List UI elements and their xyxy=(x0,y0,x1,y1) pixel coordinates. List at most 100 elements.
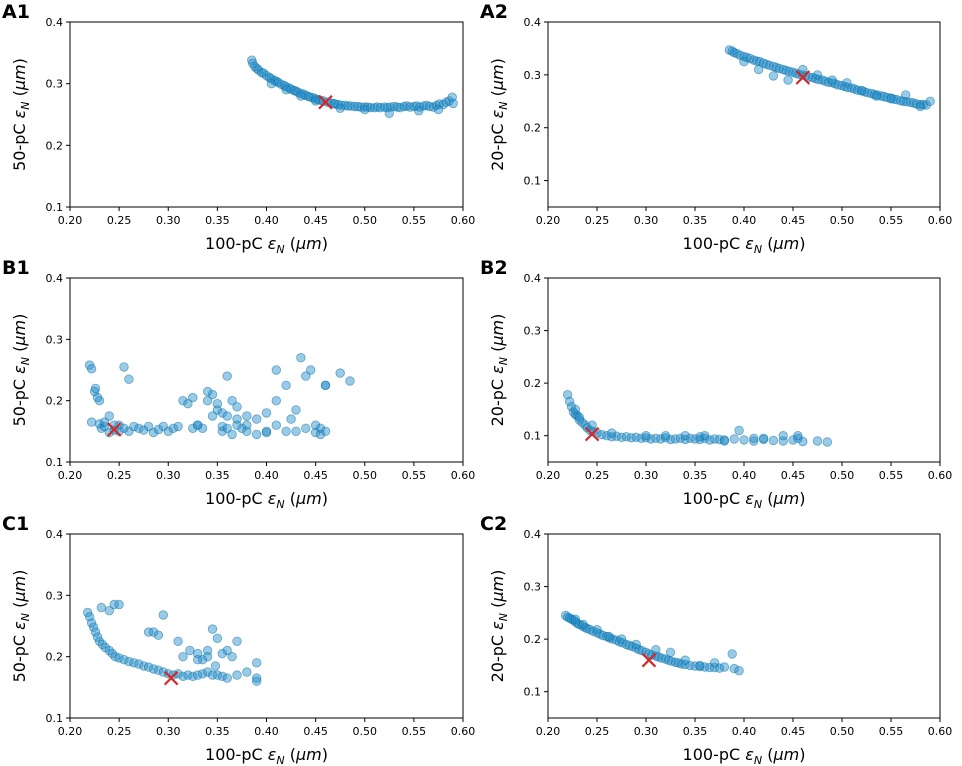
x-tick-label: 0.45 xyxy=(303,214,328,227)
data-point xyxy=(925,96,935,107)
data-point xyxy=(124,374,134,384)
data-point xyxy=(197,423,208,434)
x-tick-label: 0.20 xyxy=(536,469,561,482)
data-point xyxy=(242,411,252,421)
data-point xyxy=(207,411,218,421)
x-axis-label: 100-pC εN (μm) xyxy=(683,745,806,766)
data-point xyxy=(360,104,370,115)
data-point xyxy=(670,434,681,444)
x-tick-label: 0.30 xyxy=(634,214,659,227)
data-point xyxy=(99,417,110,427)
data-point xyxy=(138,425,149,435)
x-tick-label: 0.20 xyxy=(58,214,83,227)
x-tick-label: 0.55 xyxy=(402,214,427,227)
data-point xyxy=(570,404,581,415)
plot-frame xyxy=(69,533,464,719)
y-tick-label: 0.4 xyxy=(524,272,542,285)
data-point xyxy=(119,655,129,665)
data-point xyxy=(119,362,129,372)
panel-label: C2 xyxy=(480,513,507,535)
data-point xyxy=(143,627,154,637)
data-point xyxy=(296,91,306,101)
panel-c2: 0.20 0.25 0.30 0.35 0.40 0.45 0.50 0.55 0.60 0.1 0… xyxy=(480,513,952,766)
data-point xyxy=(291,426,301,437)
data-point xyxy=(252,658,262,668)
data-point xyxy=(889,94,899,104)
x-tick-label: 0.30 xyxy=(634,725,659,738)
data-point xyxy=(570,614,581,624)
y-tick-label: 0.3 xyxy=(524,69,542,82)
data-point xyxy=(734,666,744,676)
data-point xyxy=(665,434,676,445)
data-point xyxy=(232,420,242,430)
scatter-points xyxy=(82,599,262,686)
scatter-points xyxy=(560,610,744,676)
y-tick-label: 0.1 xyxy=(46,712,64,725)
data-point xyxy=(577,621,588,631)
data-point xyxy=(227,429,237,440)
data-point xyxy=(252,676,262,686)
x-tick-label: 0.50 xyxy=(353,214,378,227)
data-point xyxy=(134,659,144,669)
data-point xyxy=(148,427,159,438)
data-point xyxy=(578,619,589,630)
data-point xyxy=(729,434,739,444)
optimum-marker xyxy=(163,670,179,686)
optimum-marker xyxy=(106,422,122,437)
data-point xyxy=(129,421,139,432)
data-point xyxy=(158,421,169,432)
data-point xyxy=(86,364,97,374)
x-tick-label: 0.35 xyxy=(683,725,708,738)
y-tick-label: 0.2 xyxy=(46,395,64,408)
x-tick-label: 0.50 xyxy=(830,214,855,227)
panel-label: C1 xyxy=(2,513,29,535)
data-point xyxy=(876,91,886,101)
y-tick-label: 0.3 xyxy=(524,325,542,338)
panel-b2: 0.20 0.25 0.30 0.35 0.40 0.45 0.50 0.55 0.60 0.1 0… xyxy=(480,257,952,511)
data-point xyxy=(651,433,661,444)
data-point xyxy=(301,423,311,434)
y-tick-label: 0.3 xyxy=(46,589,64,602)
scatter-points xyxy=(562,390,833,447)
data-point xyxy=(886,93,896,104)
x-tick-label: 0.40 xyxy=(254,214,279,227)
x-tick-label: 0.55 xyxy=(879,214,904,227)
data-point xyxy=(207,624,218,634)
data-point xyxy=(335,103,345,114)
data-point xyxy=(749,433,759,444)
data-point xyxy=(143,421,154,432)
data-point xyxy=(173,421,183,432)
data-point xyxy=(574,412,585,423)
data-point xyxy=(315,429,326,440)
data-point xyxy=(143,662,154,672)
data-point xyxy=(306,365,316,375)
x-tick-label: 0.40 xyxy=(732,469,757,482)
y-tick-label: 0.4 xyxy=(46,528,64,541)
data-point xyxy=(222,673,232,683)
x-tick-label: 0.45 xyxy=(303,469,328,482)
data-point xyxy=(242,426,252,437)
y-tick-label: 0.4 xyxy=(46,16,64,29)
x-tick-label: 0.45 xyxy=(303,725,328,738)
data-point xyxy=(793,431,803,441)
x-tick-label: 0.25 xyxy=(585,214,610,227)
data-point xyxy=(222,411,232,421)
data-point xyxy=(168,423,178,434)
data-point xyxy=(709,434,720,444)
data-point xyxy=(158,667,169,677)
data-point xyxy=(197,655,208,665)
data-point xyxy=(252,414,262,424)
x-tick-label: 0.60 xyxy=(928,214,953,227)
x-tick-label: 0.55 xyxy=(879,725,904,738)
data-point xyxy=(335,368,345,378)
x-tick-label: 0.50 xyxy=(353,725,378,738)
data-point xyxy=(690,661,700,671)
data-point xyxy=(739,435,749,445)
data-point xyxy=(178,652,188,662)
x-tick-label: 0.20 xyxy=(536,725,561,738)
data-point xyxy=(564,396,575,407)
data-point xyxy=(222,645,232,656)
data-point xyxy=(680,431,690,441)
data-point xyxy=(812,436,823,446)
